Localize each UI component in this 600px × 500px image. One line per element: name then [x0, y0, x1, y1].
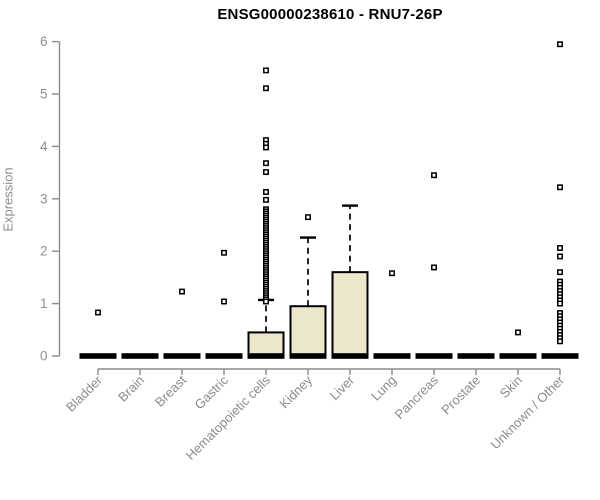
- median-line: [499, 353, 537, 359]
- box-skin: [499, 329, 537, 359]
- outlier-point: [557, 184, 563, 191]
- x-tick-label: Unknown / Other: [488, 372, 568, 452]
- box-pancreas: [415, 172, 453, 359]
- box-kidney: [289, 214, 327, 359]
- outlier-point: [221, 298, 227, 305]
- x-tick-label: Gastric: [191, 372, 231, 412]
- outlier-point: [263, 189, 269, 195]
- x-tick-label: Liver: [327, 372, 358, 403]
- box-body: [289, 305, 327, 357]
- box-gastric: [205, 249, 243, 359]
- y-tick-label: 3: [40, 191, 48, 206]
- outlier-point: [263, 169, 269, 176]
- outlier-point: [179, 288, 185, 295]
- outlier-point: [431, 172, 437, 179]
- box-breast: [163, 288, 201, 359]
- outlier-point: [263, 160, 269, 167]
- outlier-point: [95, 309, 101, 316]
- median-line: [289, 353, 327, 359]
- outlier-point: [557, 253, 563, 260]
- x-tick-label: Breast: [152, 372, 189, 409]
- outlier-point: [389, 270, 395, 277]
- outlier-point: [263, 144, 269, 151]
- median-line: [373, 353, 411, 359]
- y-tick-label: 1: [40, 296, 48, 311]
- y-tick-label: 5: [40, 87, 48, 102]
- outlier-point: [557, 245, 563, 252]
- y-tick-label: 6: [40, 34, 48, 49]
- box-liver: [331, 204, 369, 359]
- outlier-point: [557, 269, 563, 276]
- outlier-point: [431, 264, 437, 271]
- x-tick-label: Pancreas: [392, 372, 442, 422]
- x-tick-label: Lung: [368, 373, 399, 404]
- outlier-point: [221, 249, 227, 256]
- box-brain: [121, 353, 159, 359]
- y-tick-label: 4: [40, 139, 48, 154]
- x-tick-label: Skin: [497, 373, 525, 401]
- median-line: [457, 353, 495, 359]
- box-hematopoietic-cells: [247, 67, 285, 359]
- outlier-point: [557, 300, 563, 307]
- box-prostate: [457, 353, 495, 359]
- outlier-point: [515, 329, 521, 336]
- median-line: [541, 353, 579, 359]
- x-tick-label: Prostate: [438, 373, 483, 418]
- x-tick-label: Brain: [115, 373, 147, 405]
- median-line: [247, 353, 285, 359]
- outlier-point: [557, 41, 563, 48]
- box-body: [331, 271, 369, 357]
- median-line: [163, 353, 201, 359]
- outlier-point: [263, 85, 269, 92]
- box-lung: [373, 270, 411, 359]
- y-tick-label: 2: [40, 244, 48, 259]
- y-axis: 0 1 2 3 4 5 6: [40, 34, 61, 364]
- x-tick-label: Kidney: [276, 372, 315, 411]
- median-line: [205, 353, 243, 359]
- outlier-point: [263, 196, 269, 203]
- median-line: [121, 353, 159, 359]
- chart-title: ENSG00000238610 - RNU7-26P: [217, 6, 443, 23]
- x-tick-label: Bladder: [63, 372, 106, 415]
- median-line: [79, 353, 117, 359]
- median-line: [331, 353, 369, 359]
- outlier-point: [557, 338, 563, 345]
- outlier-point: [263, 67, 269, 74]
- median-line: [415, 353, 453, 359]
- box-body: [247, 331, 285, 358]
- box-unknown-other: [541, 41, 579, 359]
- y-tick-label: 0: [40, 349, 48, 364]
- outlier-point: [305, 214, 311, 221]
- outlier-point: [263, 298, 269, 305]
- box-bladder: [79, 309, 117, 359]
